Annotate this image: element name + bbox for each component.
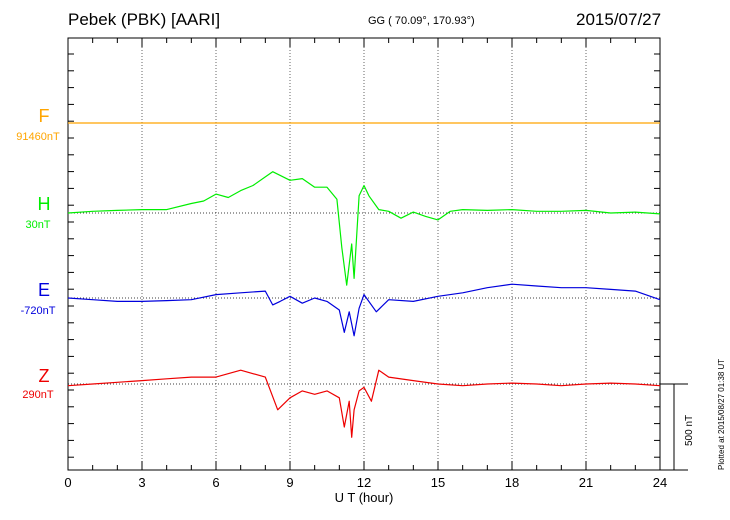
channel-z-name: Z: [38, 366, 50, 386]
x-tick-label: 9: [286, 475, 293, 490]
x-tick-labels: 0 3 6 9 12 15 18 21 24: [64, 475, 667, 490]
scale-bar-label: 500 nT: [684, 415, 695, 446]
trace-h: [67, 171, 661, 286]
axis-ticks: [67, 38, 661, 470]
plot-timestamp: Plotted at 2015/08/27 01:38 UT: [717, 359, 726, 470]
channel-f-baseline: 91460nT: [16, 131, 60, 143]
channel-f-name: F: [38, 106, 50, 126]
coordinates-label: GG ( 70.09°, 170.93°): [368, 15, 475, 27]
traces: [67, 122, 661, 438]
x-tick-label: 6: [212, 475, 219, 490]
x-tick-label: 15: [431, 475, 445, 490]
x-tick-label: 24: [653, 475, 667, 490]
trace-e: [67, 283, 661, 337]
channel-z-baseline: 290nT: [22, 389, 54, 401]
trace-z: [67, 369, 661, 438]
x-axis-label: U T (hour): [335, 490, 394, 505]
channel-e-name: E: [37, 280, 50, 300]
channel-h-baseline: 30nT: [25, 219, 51, 231]
channel-e-baseline: -720nT: [20, 305, 56, 317]
grid: [68, 38, 660, 470]
x-tick-label: 3: [138, 475, 145, 490]
date-label: 2015/07/27: [576, 10, 662, 29]
channel-h-name: H: [37, 194, 51, 214]
x-tick-label: 0: [64, 475, 71, 490]
x-tick-label: 12: [357, 475, 371, 490]
station-title: Pebek (PBK) [AARI]: [68, 10, 221, 29]
x-tick-label: 18: [505, 475, 519, 490]
x-tick-label: 21: [579, 475, 593, 490]
